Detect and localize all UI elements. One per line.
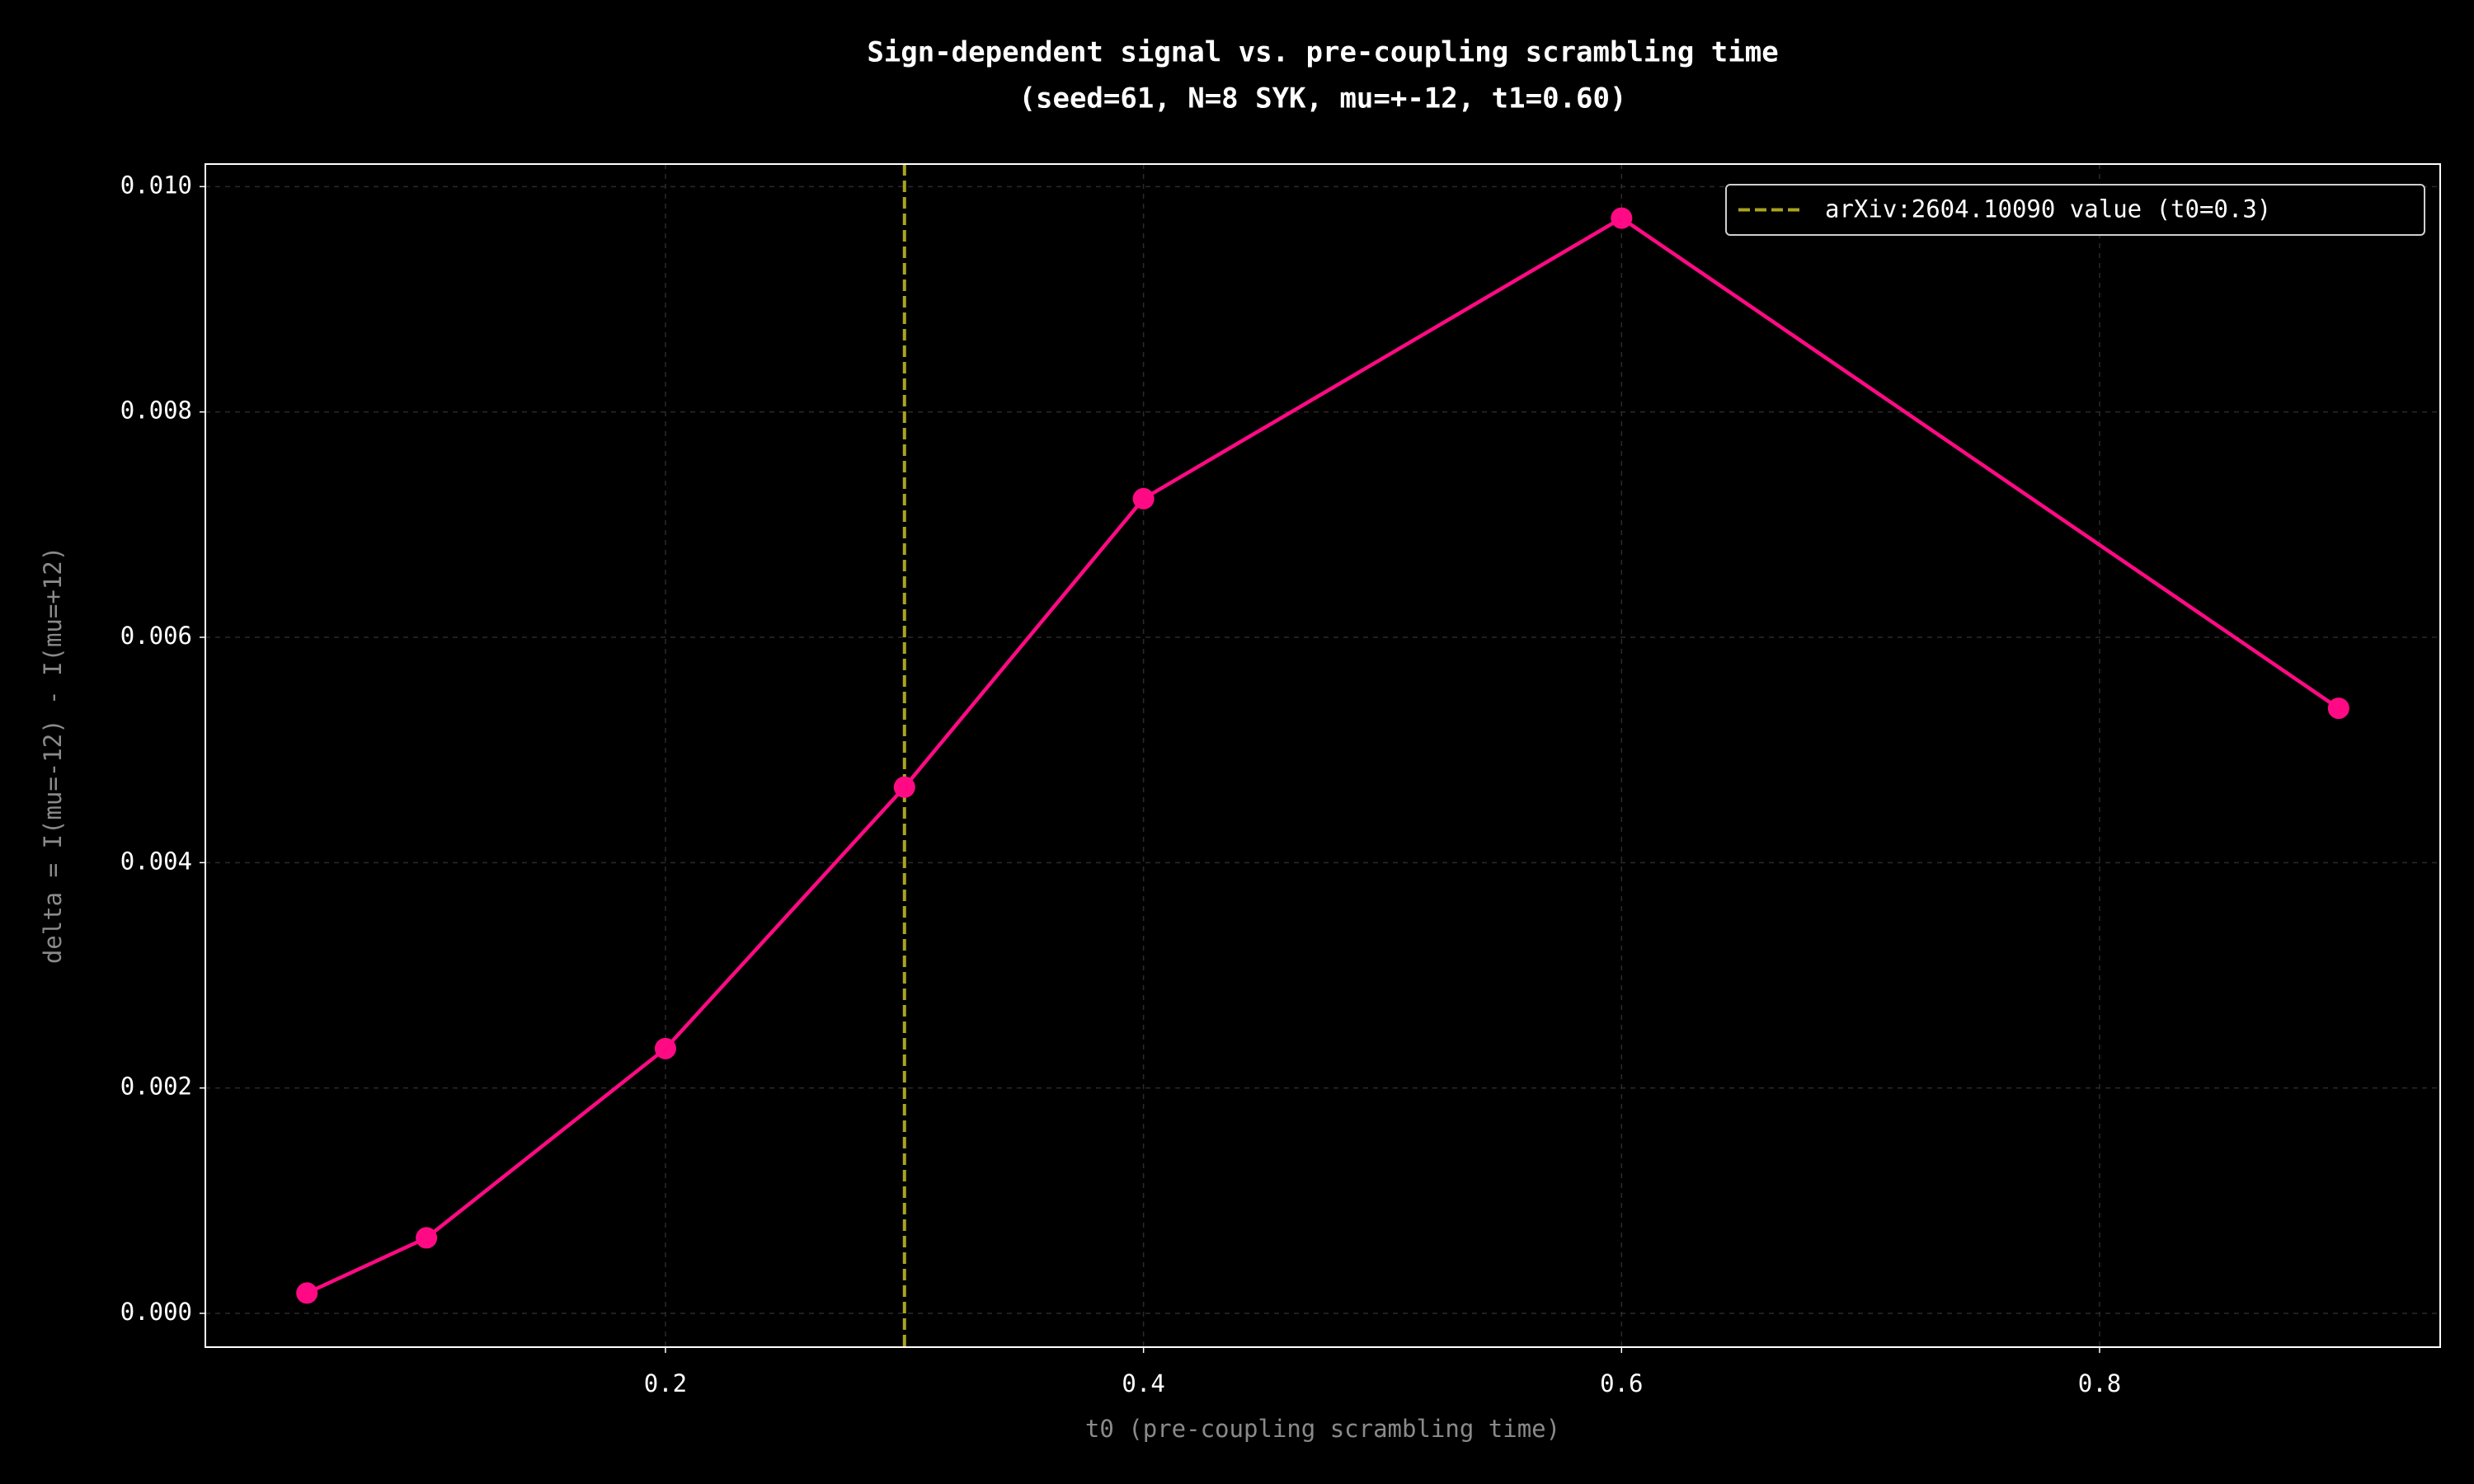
x-axis-label: t0 (pre-coupling scrambling time) [1085,1415,1560,1443]
y-tick-label: 0.008 [120,397,192,425]
legend-box [1725,184,2425,236]
y-tick-label: 0.006 [120,622,192,650]
legend-label: arXiv:2604.10090 value (t0=0.3) [1825,195,2271,223]
x-tick-label: 0.6 [1600,1369,1643,1397]
y-tick-label: 0.000 [120,1298,192,1326]
data-point [893,776,915,798]
y-tick-label: 0.002 [120,1073,192,1101]
y-tick-label: 0.004 [120,847,192,875]
data-point [416,1227,438,1249]
data-point [1611,207,1633,229]
data-point [1132,487,1155,510]
y-tick-label: 0.010 [120,171,192,199]
plot-frame [205,163,2441,1348]
chart-title: Sign-dependent signal vs. pre-coupling s… [867,36,1778,69]
chart-title: (seed=61, N=8 SYK, mu=+-12, t1=0.60) [1019,82,1627,115]
x-tick-label: 0.2 [644,1369,687,1397]
data-point [296,1282,318,1304]
data-point [2327,697,2349,720]
y-axis-label: delta = I(mu=-12) - I(mu=+12) [39,547,67,964]
data-point [654,1037,676,1059]
x-tick-label: 0.8 [2078,1369,2121,1397]
x-tick-label: 0.4 [1122,1369,1164,1397]
